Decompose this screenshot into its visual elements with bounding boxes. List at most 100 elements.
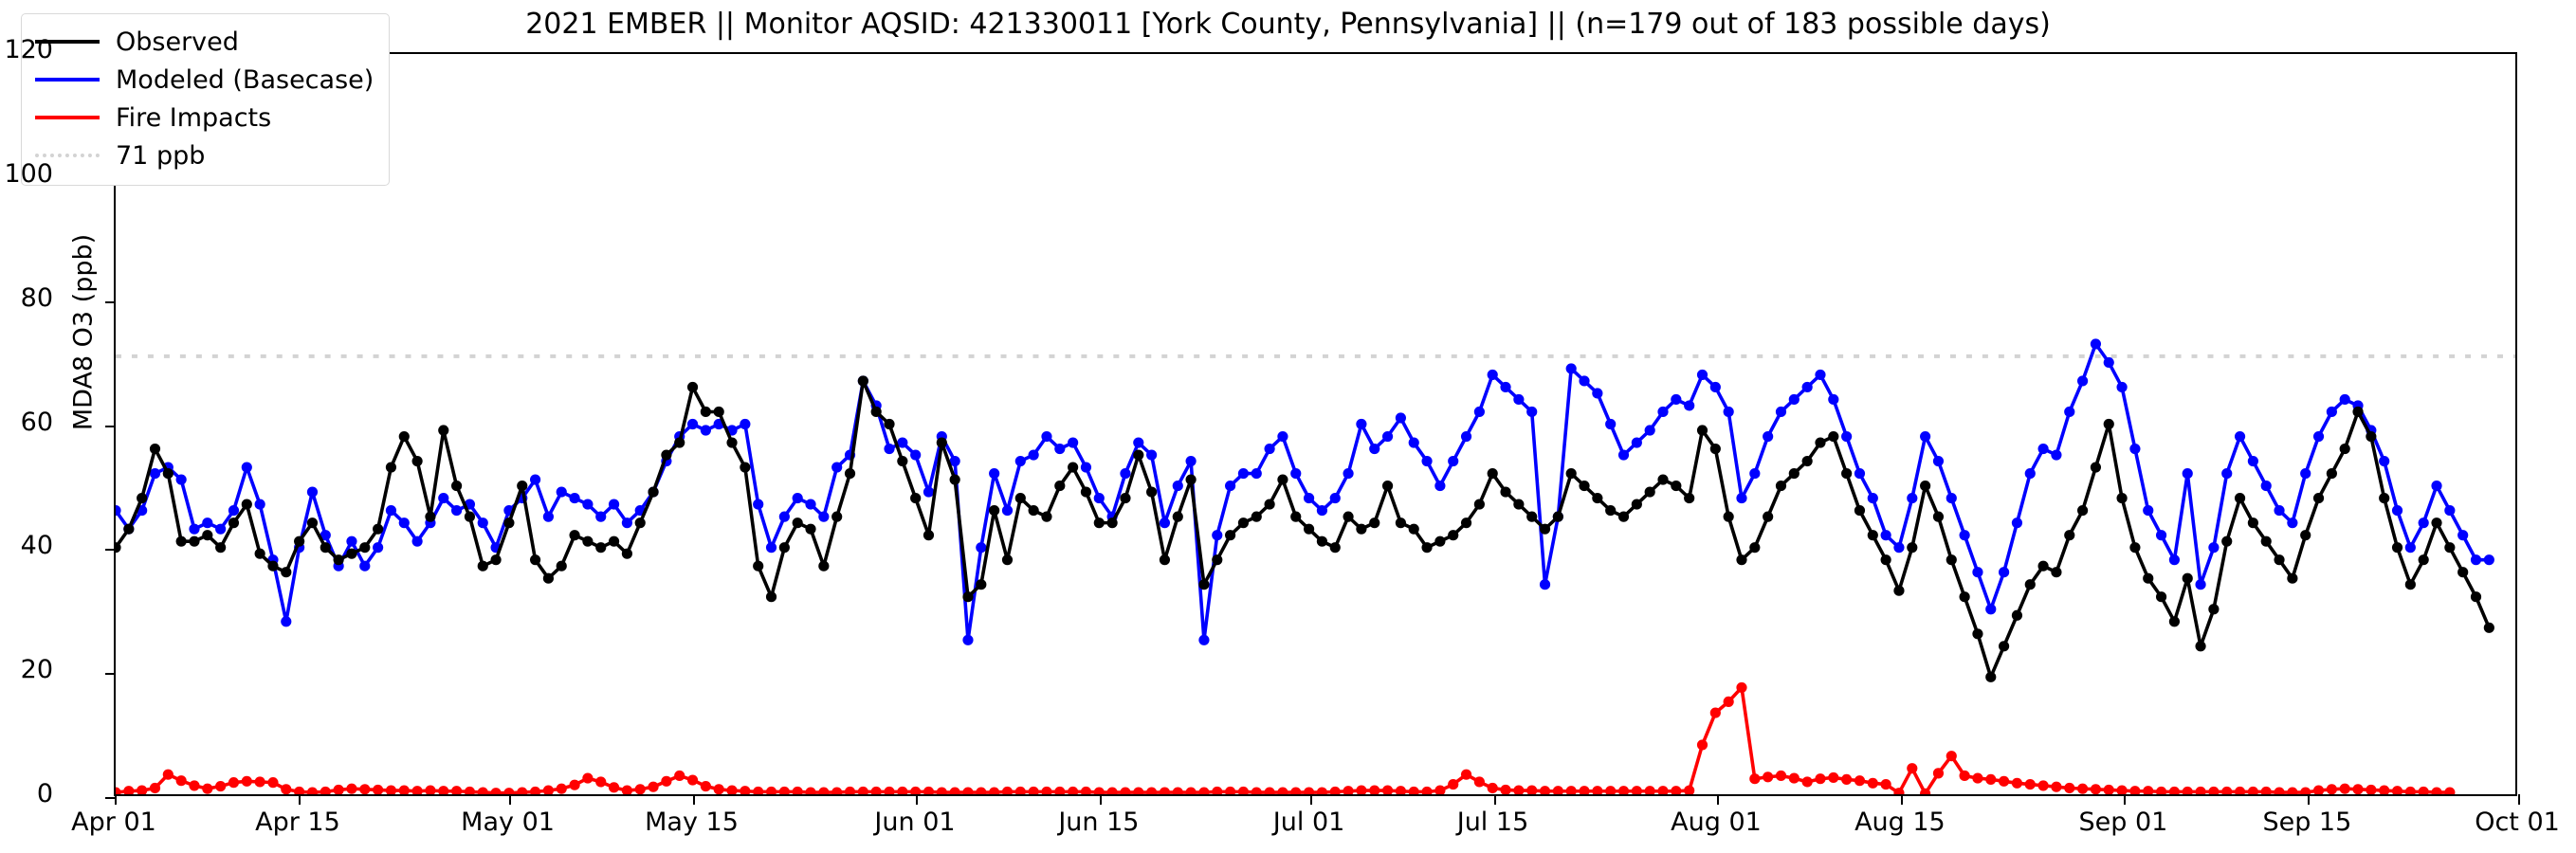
data-point (2168, 786, 2180, 794)
data-point (1763, 511, 1774, 522)
data-point (1133, 449, 1144, 461)
data-point (116, 505, 121, 517)
data-point (438, 786, 449, 794)
data-point (1867, 530, 1878, 541)
data-point (1985, 671, 1997, 682)
legend-label-observed: Observed (116, 27, 239, 57)
data-point (451, 481, 463, 492)
data-point (1264, 499, 1275, 510)
data-point (1500, 486, 1511, 498)
data-point (1028, 449, 1039, 461)
data-point (1014, 455, 1026, 467)
data-point (2195, 786, 2206, 794)
data-point (2116, 381, 2128, 393)
data-point (897, 786, 908, 794)
data-point (228, 777, 240, 789)
x-tick-label: Apr 15 (255, 808, 340, 837)
data-point (765, 542, 777, 554)
data-point (621, 548, 632, 559)
data-point (294, 786, 305, 794)
data-point (1343, 511, 1354, 522)
data-point (2182, 467, 2193, 480)
data-point (1014, 493, 1026, 504)
data-point (1014, 786, 1026, 794)
data-point (215, 523, 227, 535)
data-point (464, 511, 476, 522)
data-point (385, 785, 397, 794)
data-point (529, 554, 541, 566)
data-point (831, 511, 843, 522)
data-point (884, 418, 895, 430)
data-point (700, 406, 711, 418)
y-tick-label: 80 (20, 282, 53, 313)
data-point (778, 511, 790, 522)
data-point (949, 455, 960, 467)
data-point (1054, 443, 1066, 455)
x-tick-mark (1717, 794, 1719, 805)
data-point (1513, 785, 1525, 794)
data-point (1775, 406, 1787, 418)
y-tick-mark (105, 425, 116, 427)
legend-label-threshold: 71 ppb (116, 140, 206, 171)
data-point (753, 499, 764, 510)
data-point (267, 777, 279, 789)
data-point (477, 787, 488, 794)
data-point (595, 511, 607, 522)
series-line (116, 342, 2492, 643)
data-point (949, 474, 960, 485)
data-point (2024, 579, 2036, 590)
data-point (1539, 579, 1551, 590)
data-point (477, 517, 488, 529)
data-point (936, 437, 947, 448)
data-point (1329, 542, 1341, 554)
data-point (1841, 773, 1853, 785)
data-point (1617, 511, 1630, 522)
y-tick-mark (105, 797, 116, 799)
data-point (1736, 554, 1747, 566)
data-point (1999, 775, 2010, 787)
data-point (1237, 467, 1250, 480)
data-point (595, 542, 607, 554)
data-point (740, 462, 751, 473)
data-point (1473, 776, 1485, 788)
data-point (490, 554, 502, 566)
data-point (202, 517, 213, 529)
data-point (2077, 375, 2089, 387)
data-point (1671, 393, 1682, 406)
data-point (923, 786, 935, 794)
data-point (1709, 443, 1721, 455)
data-point (1054, 786, 1066, 794)
data-point (1972, 628, 1983, 640)
data-point (2431, 481, 2442, 492)
data-point (123, 786, 135, 794)
data-point (2208, 604, 2220, 615)
data-point (1316, 787, 1328, 794)
data-point (962, 787, 974, 794)
data-point (1093, 517, 1105, 529)
data-point (306, 486, 319, 498)
data-point (1749, 542, 1761, 554)
data-point (686, 774, 699, 786)
data-point (1212, 786, 1223, 794)
legend-item-observed: Observed (35, 23, 374, 61)
data-point (1251, 467, 1262, 480)
data-point (149, 443, 161, 455)
data-point (1369, 443, 1380, 455)
data-point (1709, 381, 1721, 393)
data-point (1644, 786, 1655, 794)
data-point (2404, 786, 2416, 794)
data-point (2182, 572, 2193, 584)
data-point (189, 780, 200, 791)
data-point (1001, 554, 1014, 566)
data-point (2208, 542, 2220, 554)
data-point (1539, 523, 1551, 535)
data-point (281, 567, 292, 578)
data-point (1198, 787, 1210, 794)
data-point (2287, 787, 2298, 794)
data-point (1723, 696, 1734, 707)
data-point (753, 560, 764, 572)
data-point (398, 785, 410, 794)
data-point (1709, 707, 1721, 718)
data-point (1395, 517, 1406, 529)
data-point (1565, 786, 1577, 794)
